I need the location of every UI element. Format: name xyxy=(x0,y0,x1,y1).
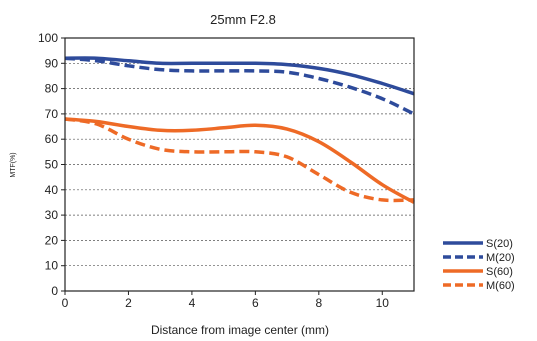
legend-label-1: M(20) xyxy=(486,252,515,264)
series-line-0 xyxy=(64,56,415,96)
y-tick-label-90: 90 xyxy=(45,56,59,70)
legend-label-3: M(60) xyxy=(486,280,515,292)
legend: S(20) M(20) S(60) M(60) xyxy=(443,238,515,292)
y-tick-label-40: 40 xyxy=(45,183,59,197)
x-tick-label-0: 0 xyxy=(62,296,69,310)
x-tick-label-6: 6 xyxy=(252,296,259,310)
y-tick-label-80: 80 xyxy=(45,82,59,96)
series-lines xyxy=(64,56,415,204)
x-tick-label-10: 10 xyxy=(376,296,390,310)
legend-label-2: S(60) xyxy=(486,266,513,278)
x-tick-label-2: 2 xyxy=(125,296,132,310)
y-tick-label-30: 30 xyxy=(45,208,59,222)
x-tick-labels: 0 2 4 6 8 10 xyxy=(62,291,390,310)
y-tick-label-100: 100 xyxy=(38,31,58,45)
y-axis-label: MTF(%) xyxy=(10,152,17,177)
y-tick-label-50: 50 xyxy=(45,158,59,172)
y-tick-label-0: 0 xyxy=(51,284,58,298)
plot-frame xyxy=(64,37,415,292)
y-tick-label-60: 60 xyxy=(45,132,59,146)
y-tick-label-70: 70 xyxy=(45,107,59,121)
series-line-1 xyxy=(64,56,415,116)
gridlines xyxy=(65,62,414,267)
chart-title: 25mm F2.8 xyxy=(210,12,276,27)
legend-label-0: S(20) xyxy=(486,238,513,250)
x-tick-label-8: 8 xyxy=(315,296,322,310)
y-tick-labels: 0 10 20 30 40 50 60 70 80 90 100 xyxy=(38,31,65,298)
series-line-3 xyxy=(64,117,415,203)
series-line-2 xyxy=(64,117,415,204)
x-axis-label: Distance from image center (mm) xyxy=(151,323,329,337)
y-tick-label-20: 20 xyxy=(45,233,59,247)
x-tick-label-4: 4 xyxy=(189,296,196,310)
y-tick-label-10: 10 xyxy=(45,259,59,273)
